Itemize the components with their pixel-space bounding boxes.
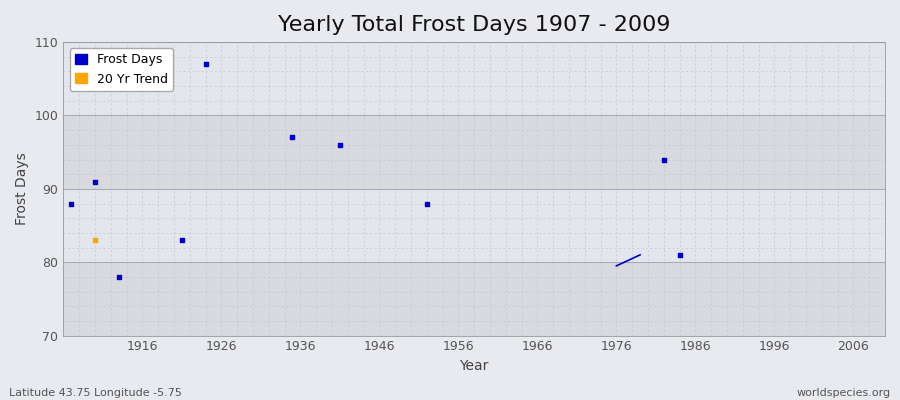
- Bar: [63, 116, 885, 189]
- Title: Yearly Total Frost Days 1907 - 2009: Yearly Total Frost Days 1907 - 2009: [278, 15, 670, 35]
- Legend: Frost Days, 20 Yr Trend: Frost Days, 20 Yr Trend: [69, 48, 173, 91]
- Text: Latitude 43.75 Longitude -5.75: Latitude 43.75 Longitude -5.75: [9, 388, 182, 398]
- Point: [657, 156, 671, 163]
- Point: [672, 252, 687, 258]
- X-axis label: Year: Year: [460, 359, 489, 373]
- Bar: [63, 262, 885, 336]
- Point: [419, 200, 434, 207]
- Bar: [63, 189, 885, 262]
- Point: [87, 178, 102, 185]
- Text: worldspecies.org: worldspecies.org: [796, 388, 891, 398]
- Y-axis label: Frost Days: Frost Days: [15, 152, 29, 225]
- Point: [198, 61, 212, 67]
- Point: [87, 237, 102, 244]
- Point: [285, 134, 300, 141]
- Point: [112, 274, 126, 280]
- Point: [333, 142, 347, 148]
- Bar: [63, 42, 885, 116]
- Point: [175, 237, 189, 244]
- Point: [64, 200, 78, 207]
